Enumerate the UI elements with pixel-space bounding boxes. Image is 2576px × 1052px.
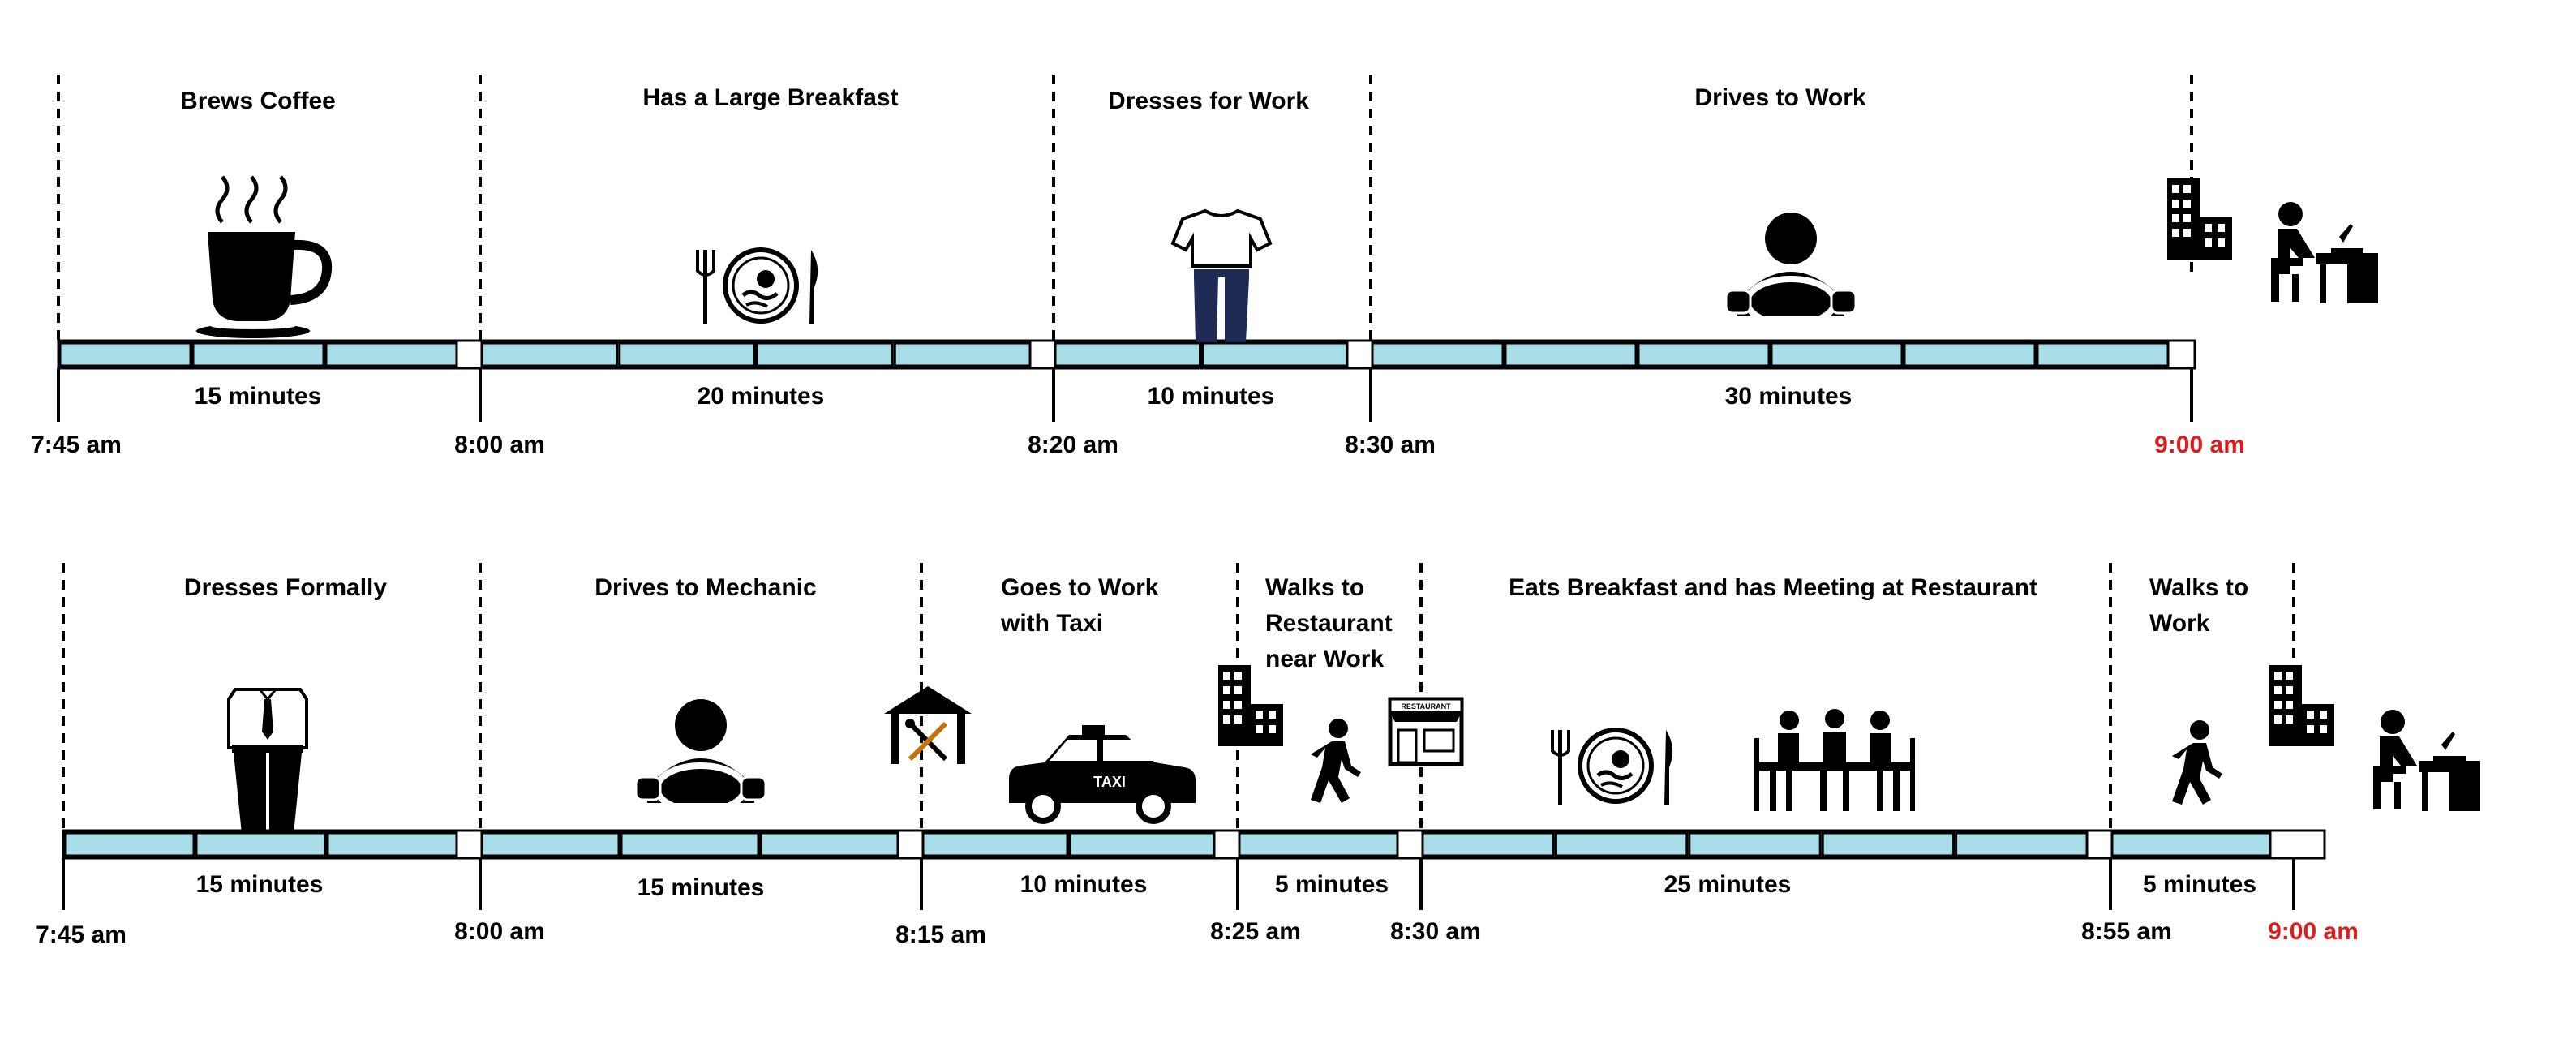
duration-label: 15 minutes: [195, 383, 322, 410]
activity-label: Drives to Work: [1694, 84, 1865, 111]
activity-label: Eats Breakfast and has Meeting at Restau…: [1509, 574, 2037, 601]
timeline-blocks: [58, 341, 2170, 367]
activity-label: Drives to Mechanic: [595, 574, 816, 601]
timeline-block: [2036, 341, 2170, 367]
office-building-icon: [1218, 665, 1283, 746]
duration-label: 10 minutes: [1148, 383, 1275, 410]
taxi-icon: TAXI: [1009, 725, 1196, 824]
time-markers: [62, 563, 2295, 831]
arrival-time-label: 9:00 am: [2268, 918, 2359, 945]
driver-icon: [634, 699, 767, 814]
timeline-block: [921, 831, 1069, 857]
timeline-block: [1903, 341, 2037, 367]
duration-label: 25 minutes: [1664, 871, 1792, 898]
arrival-time-label: 9:00 am: [2154, 432, 2245, 458]
time-label: 8:20 am: [1028, 432, 1118, 458]
driver-icon: [1724, 213, 1857, 328]
duration-label: 20 minutes: [698, 383, 825, 410]
timeline-block: [1201, 341, 1349, 367]
duration-label: 15 minutes: [196, 871, 324, 898]
timeline-block: [326, 831, 458, 857]
timeline-block: [1637, 341, 1771, 367]
office-building-icon: [2269, 665, 2334, 746]
timeline-blocks: [63, 831, 2272, 857]
timeline-block: [756, 341, 894, 367]
time-label: 7:45 am: [31, 432, 122, 458]
timeline-block: [759, 831, 899, 857]
activity-label: Dresses for Work: [1108, 88, 1309, 114]
timeline-block: [191, 341, 325, 367]
duration-label: 15 minutes: [638, 874, 765, 901]
office-building-icon: [2167, 178, 2232, 260]
duration-label: 5 minutes: [2143, 871, 2256, 898]
time-label: 8:15 am: [895, 921, 986, 948]
time-ticks: [57, 368, 2193, 422]
timeline-block: [1770, 341, 1904, 367]
time-label: 7:45 am: [36, 921, 127, 948]
time-label: 8:30 am: [1345, 432, 1436, 458]
time-markers: [57, 75, 2193, 341]
time-label: 8:25 am: [1210, 918, 1301, 945]
time-label: 8:00 am: [454, 432, 545, 458]
timeline-block: [1421, 831, 1555, 857]
time-label: 8:00 am: [454, 918, 545, 945]
casual-clothes-icon: [1170, 208, 1273, 342]
timeline-block: [195, 831, 327, 857]
time-label: 8:30 am: [1390, 918, 1481, 945]
timeline-block: [1955, 831, 2089, 857]
walking-person-icon: [2172, 720, 2222, 805]
timeline-block: [1371, 341, 1505, 367]
walking-person-icon: [1311, 719, 1361, 803]
activity-label: Walks to Restaurant near Work: [1265, 574, 1393, 672]
timeline-block: [63, 831, 195, 857]
person-at-desk-icon: [2373, 710, 2480, 811]
timeline-block: [1238, 831, 1399, 857]
timeline-block: [1821, 831, 1956, 857]
timeline-block: [480, 831, 620, 857]
duration-label: 10 minutes: [1020, 871, 1148, 898]
time-label: 8:55 am: [2081, 918, 2172, 945]
timeline-block: [1504, 341, 1638, 367]
breakfast-plate-icon: [696, 247, 818, 324]
timeline-block: [893, 341, 1032, 367]
timeline-block: [620, 831, 760, 857]
activity-label: Goes to Work with Taxi: [1000, 574, 1159, 637]
activity-label: Dresses Formally: [184, 574, 387, 601]
taxi-sign-text: TAXI: [1093, 774, 1126, 790]
activity-label: Walks to Work: [2149, 574, 2248, 637]
timeline-block: [1068, 831, 1216, 857]
duration-label: 5 minutes: [1275, 871, 1389, 898]
duration-label: 30 minutes: [1725, 383, 1853, 410]
activity-label: Brews Coffee: [180, 88, 336, 114]
activity-label: Has a Large Breakfast: [642, 84, 898, 111]
timeline-row-2: Dresses Formally Drives to Mechanic Goes…: [36, 563, 2480, 948]
person-at-desk-icon: [2271, 202, 2378, 303]
storefront-sign-text: RESTAURANT: [1401, 702, 1451, 711]
timeline-row-1: Brews Coffee Has a Large Breakfast Dress…: [31, 75, 2378, 458]
meeting-table-icon: [1754, 709, 1915, 811]
restaurant-storefront-icon: RESTAURANT: [1388, 697, 1464, 766]
timeline-block: [1054, 341, 1201, 367]
mechanic-garage-icon: [884, 686, 972, 764]
timeline-block: [480, 341, 619, 367]
formal-clothes-icon: [227, 688, 308, 834]
timeline-block: [618, 341, 756, 367]
timeline-block: [1688, 831, 1822, 857]
timeline-block: [324, 341, 458, 367]
timeline-block: [58, 341, 192, 367]
timeline-block: [2110, 831, 2272, 857]
timeline-block: [1554, 831, 1689, 857]
coffee-cup-icon: [196, 175, 333, 338]
breakfast-plate-icon: [1551, 728, 1673, 805]
time-ticks: [62, 858, 2295, 910]
